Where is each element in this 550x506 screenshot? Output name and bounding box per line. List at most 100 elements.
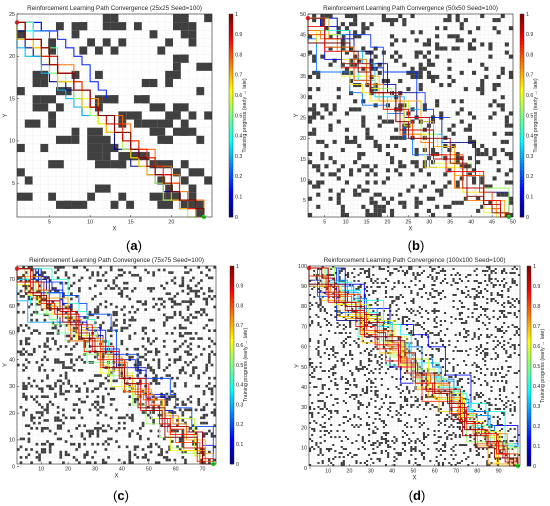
obstacle-cell <box>75 295 79 298</box>
colorbar-segment <box>230 434 234 438</box>
obstacle-cell <box>346 310 350 312</box>
obstacle-cell <box>501 326 504 328</box>
obstacle-cell <box>376 304 379 306</box>
obstacle-cell <box>24 366 28 369</box>
colorbar-segment <box>520 179 524 184</box>
obstacle-cell <box>327 274 331 276</box>
obstacle-cell <box>43 342 47 346</box>
obstacle-cell <box>475 308 478 310</box>
obstacle-cell <box>488 418 491 420</box>
obstacle-cell <box>503 314 506 316</box>
obstacle-cell <box>486 348 489 350</box>
obstacle-cell <box>320 115 325 120</box>
paths <box>307 17 510 218</box>
obstacle-cell <box>384 328 388 330</box>
obstacle-cell <box>59 281 63 285</box>
colorbar-segment <box>230 295 234 300</box>
obstacle-cell <box>395 314 398 316</box>
obstacle-cell <box>309 422 312 424</box>
obstacle-cell <box>447 14 452 19</box>
obstacle-cell <box>414 164 419 169</box>
obstacle-cell <box>327 280 331 282</box>
obstacle-cell <box>397 270 400 272</box>
obstacle-cell <box>508 70 513 75</box>
obstacle-cell <box>394 18 399 23</box>
colorbar-label: Training progress (early → late) <box>242 78 248 153</box>
obstacle-cell <box>431 78 436 84</box>
obstacle-cell <box>496 328 499 330</box>
obstacle-cell <box>317 288 320 290</box>
obstacle-cell <box>459 176 464 181</box>
obstacle-cell <box>479 392 483 394</box>
obstacle-cell <box>459 156 464 161</box>
colorbar-segment <box>520 200 524 204</box>
obstacle-cell <box>62 392 65 396</box>
obstacle-cell <box>205 300 209 303</box>
obstacle-cell <box>484 324 487 326</box>
obstacle-cell <box>382 438 385 440</box>
obstacle-cell <box>54 416 57 420</box>
obstacle-cell <box>378 408 381 410</box>
obstacle-cell <box>395 378 398 380</box>
obstacle-cell <box>412 298 415 300</box>
obstacle-cell <box>465 296 468 298</box>
obstacle-cell <box>83 424 86 428</box>
obstacle-cell <box>104 376 108 380</box>
obstacle-cell <box>197 337 201 340</box>
obstacle-cell <box>320 18 325 23</box>
obstacle-cell <box>359 352 362 354</box>
obstacle-cell <box>157 176 166 185</box>
obstacle-cell <box>480 204 485 209</box>
obstacle-cell <box>35 302 39 306</box>
obstacle-cell <box>72 326 76 330</box>
obstacle-cell <box>62 421 65 425</box>
obstacle-cell <box>19 276 23 280</box>
obstacle-cell <box>170 395 174 398</box>
obstacle-cell <box>85 453 89 457</box>
colorbar-segment <box>527 376 531 380</box>
obstacle-cell <box>312 107 317 112</box>
obstacle-cell <box>173 458 177 462</box>
obstacle-cell <box>349 324 352 326</box>
obstacle-cell <box>101 424 105 428</box>
colorbar-segment <box>230 384 234 389</box>
chart-panel-d: Reinforcement Learning Path Convergence … <box>295 257 546 503</box>
obstacle-cell <box>397 412 400 414</box>
y-tick-label: 20 <box>9 411 15 417</box>
colorbar-segment <box>230 368 234 372</box>
obstacle-cell <box>213 376 216 380</box>
obstacle-cell <box>141 95 150 104</box>
obstacle-cell <box>372 282 375 284</box>
obstacle-cell <box>338 456 341 458</box>
obstacle-cell <box>473 396 476 398</box>
obstacle-cell <box>323 340 326 342</box>
obstacle-cell <box>70 292 73 296</box>
obstacle-cell <box>19 456 23 459</box>
obstacle-cell <box>184 408 187 412</box>
obstacle-cell <box>448 340 451 342</box>
obstacle-cell <box>346 382 350 384</box>
colorbar-segment <box>230 325 234 329</box>
obstacle-cell <box>56 358 60 362</box>
obstacle-cell <box>488 456 491 458</box>
colorbar-segment <box>230 411 234 415</box>
obstacle-cell <box>32 103 49 112</box>
obstacle-cell <box>492 176 497 181</box>
obstacle-cell <box>418 168 423 173</box>
obstacle-cell <box>504 152 509 157</box>
obstacle-cell <box>62 363 65 367</box>
obstacle-cell <box>157 358 161 362</box>
obstacle-cell <box>38 416 41 420</box>
obstacle-cell <box>511 414 514 416</box>
obstacle-cell <box>48 289 52 293</box>
obstacle-cell <box>486 442 489 444</box>
obstacle-cell <box>48 448 52 451</box>
obstacle-cell <box>311 414 314 416</box>
obstacle-cell <box>72 318 76 322</box>
obstacle-cell <box>147 405 150 409</box>
obstacle-cell <box>96 421 100 425</box>
obstacle-cell <box>380 452 383 454</box>
colorbar-segment <box>229 139 233 143</box>
obstacle-cell <box>192 368 195 372</box>
obstacle-cell <box>498 440 502 442</box>
